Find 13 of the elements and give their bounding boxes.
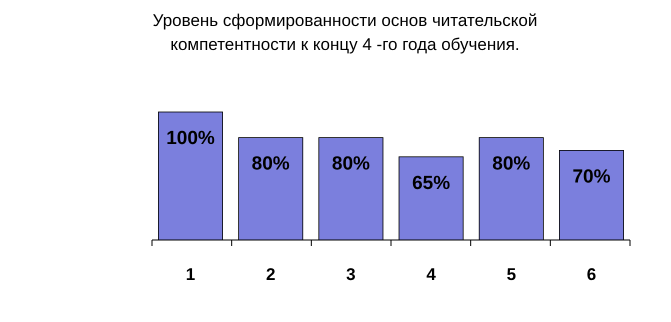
x-tick-label: 6 xyxy=(586,265,596,284)
x-tick-label: 1 xyxy=(186,265,196,284)
data-label: 65% xyxy=(412,172,450,194)
data-label: 80% xyxy=(252,154,290,175)
chart-title: Уровень сформированности основ читательской компетентности к концу 4 -го года обучения. xyxy=(152,11,538,54)
data-label: 80% xyxy=(492,154,530,175)
x-tick-label: 5 xyxy=(506,265,516,284)
data-label: 100% xyxy=(166,128,215,149)
data-label: 70% xyxy=(572,166,611,188)
data-label: 80% xyxy=(332,154,370,175)
x-tick-label: 4 xyxy=(426,265,436,284)
x-tick-label: 2 xyxy=(266,265,276,284)
x-tick-label: 3 xyxy=(346,265,356,284)
